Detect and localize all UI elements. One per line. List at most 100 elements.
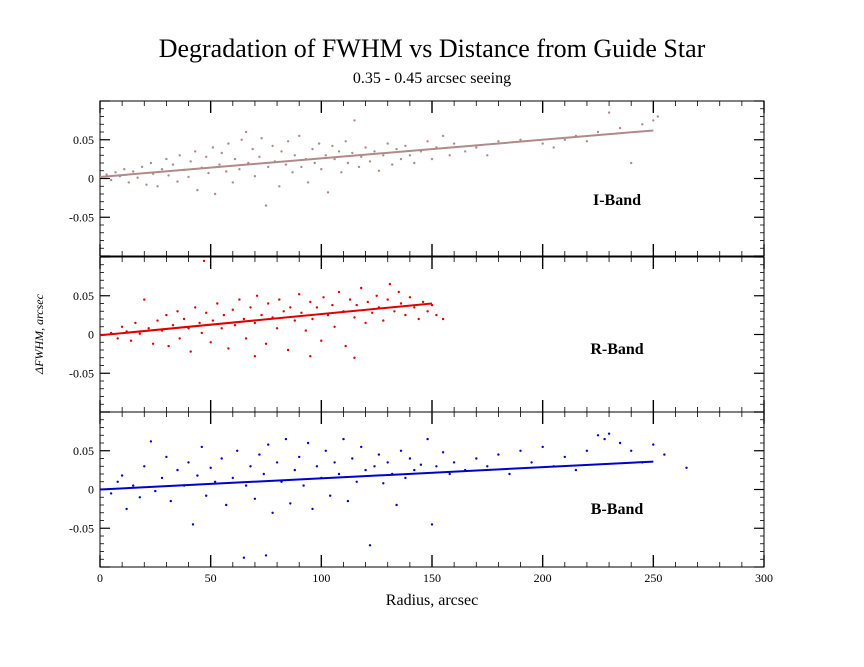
data-point xyxy=(216,302,219,305)
data-point xyxy=(267,443,270,446)
data-point xyxy=(289,306,292,309)
data-point xyxy=(145,183,148,186)
data-point xyxy=(355,480,358,483)
data-point xyxy=(364,146,367,149)
data-point xyxy=(377,453,381,456)
data-point xyxy=(293,468,296,472)
data-point xyxy=(486,154,489,157)
data-point xyxy=(373,150,376,153)
data-point xyxy=(375,294,378,297)
data-point xyxy=(408,296,412,299)
data-point xyxy=(353,316,356,319)
data-point xyxy=(284,163,288,166)
data-point xyxy=(475,457,478,460)
data-point xyxy=(395,503,398,507)
data-point xyxy=(497,140,500,143)
data-point xyxy=(313,161,316,165)
data-point xyxy=(404,476,407,480)
data-point xyxy=(178,337,181,340)
data-point xyxy=(309,300,312,304)
data-point xyxy=(220,457,223,460)
data-point xyxy=(585,140,589,143)
data-point xyxy=(189,350,192,353)
data-point xyxy=(120,325,124,328)
data-point xyxy=(337,290,341,294)
data-point xyxy=(320,168,323,171)
data-point xyxy=(255,294,259,297)
data-point xyxy=(333,461,336,464)
data-point xyxy=(563,455,566,459)
data-point xyxy=(426,310,429,313)
data-point xyxy=(391,163,394,166)
data-point xyxy=(236,449,239,452)
data-point xyxy=(331,303,334,307)
data-point xyxy=(519,449,522,452)
band-label: R-Band xyxy=(590,341,643,358)
data-point xyxy=(132,484,135,487)
data-point xyxy=(351,151,354,155)
data-point xyxy=(585,449,589,452)
chart-subtitle: 0.35 - 0.45 arcsec seeing xyxy=(353,70,511,87)
y-tick-label: -0.05 xyxy=(69,366,94,380)
data-point xyxy=(417,317,420,321)
data-point xyxy=(275,327,279,330)
data-point xyxy=(399,302,403,305)
band-label: B-Band xyxy=(591,501,644,518)
data-point xyxy=(231,308,234,311)
y-axis-label: ΔFWHM, arcsec xyxy=(32,293,46,375)
y-tick-label: -0.05 xyxy=(69,210,94,224)
data-point xyxy=(652,443,655,446)
data-point xyxy=(430,157,434,161)
data-point xyxy=(138,332,141,335)
data-point xyxy=(435,313,438,317)
data-point xyxy=(596,130,600,134)
band-label: I-Band xyxy=(593,192,641,209)
data-point xyxy=(200,331,203,335)
data-point xyxy=(278,185,281,188)
data-point xyxy=(663,453,666,456)
data-point xyxy=(105,173,108,176)
data-point xyxy=(603,437,606,441)
data-point xyxy=(169,499,172,503)
data-point xyxy=(116,337,119,340)
data-point xyxy=(413,161,416,165)
y-tick-label: 0.05 xyxy=(73,133,94,147)
y-tick-label: -0.05 xyxy=(69,521,94,535)
x-tick-label: 250 xyxy=(644,571,662,585)
data-point xyxy=(298,455,301,459)
data-point xyxy=(264,554,268,557)
data-point xyxy=(187,175,190,179)
data-point xyxy=(200,445,203,449)
panel-b-band: -0.05 0 0.05 B-Band xyxy=(69,411,765,568)
data-point xyxy=(253,175,257,178)
data-point xyxy=(196,188,199,192)
data-point xyxy=(209,466,212,469)
y-tick-label: 0 xyxy=(88,483,94,497)
data-point xyxy=(300,165,303,169)
data-point xyxy=(178,154,181,157)
y-tick-label: 0.05 xyxy=(73,444,94,458)
data-point xyxy=(368,544,372,547)
data-point xyxy=(404,144,407,148)
data-point xyxy=(452,142,456,145)
x-tick-label: 200 xyxy=(534,571,552,585)
data-point xyxy=(225,503,228,507)
data-point xyxy=(165,313,168,317)
data-point xyxy=(213,192,217,196)
fit-line xyxy=(99,460,654,491)
data-point xyxy=(220,151,223,155)
data-point xyxy=(187,461,190,464)
data-point xyxy=(685,466,688,469)
data-point xyxy=(109,178,113,182)
data-point xyxy=(120,474,124,477)
panel-frame xyxy=(99,411,765,568)
data-point xyxy=(360,155,363,158)
y-tick-label: 0.05 xyxy=(73,289,94,303)
data-point xyxy=(441,134,445,138)
data-point xyxy=(298,293,301,296)
panel-frame xyxy=(99,100,765,257)
data-point xyxy=(656,115,659,118)
data-point xyxy=(530,461,533,464)
data-point xyxy=(311,147,314,151)
y-tick-label: 0 xyxy=(88,172,94,186)
